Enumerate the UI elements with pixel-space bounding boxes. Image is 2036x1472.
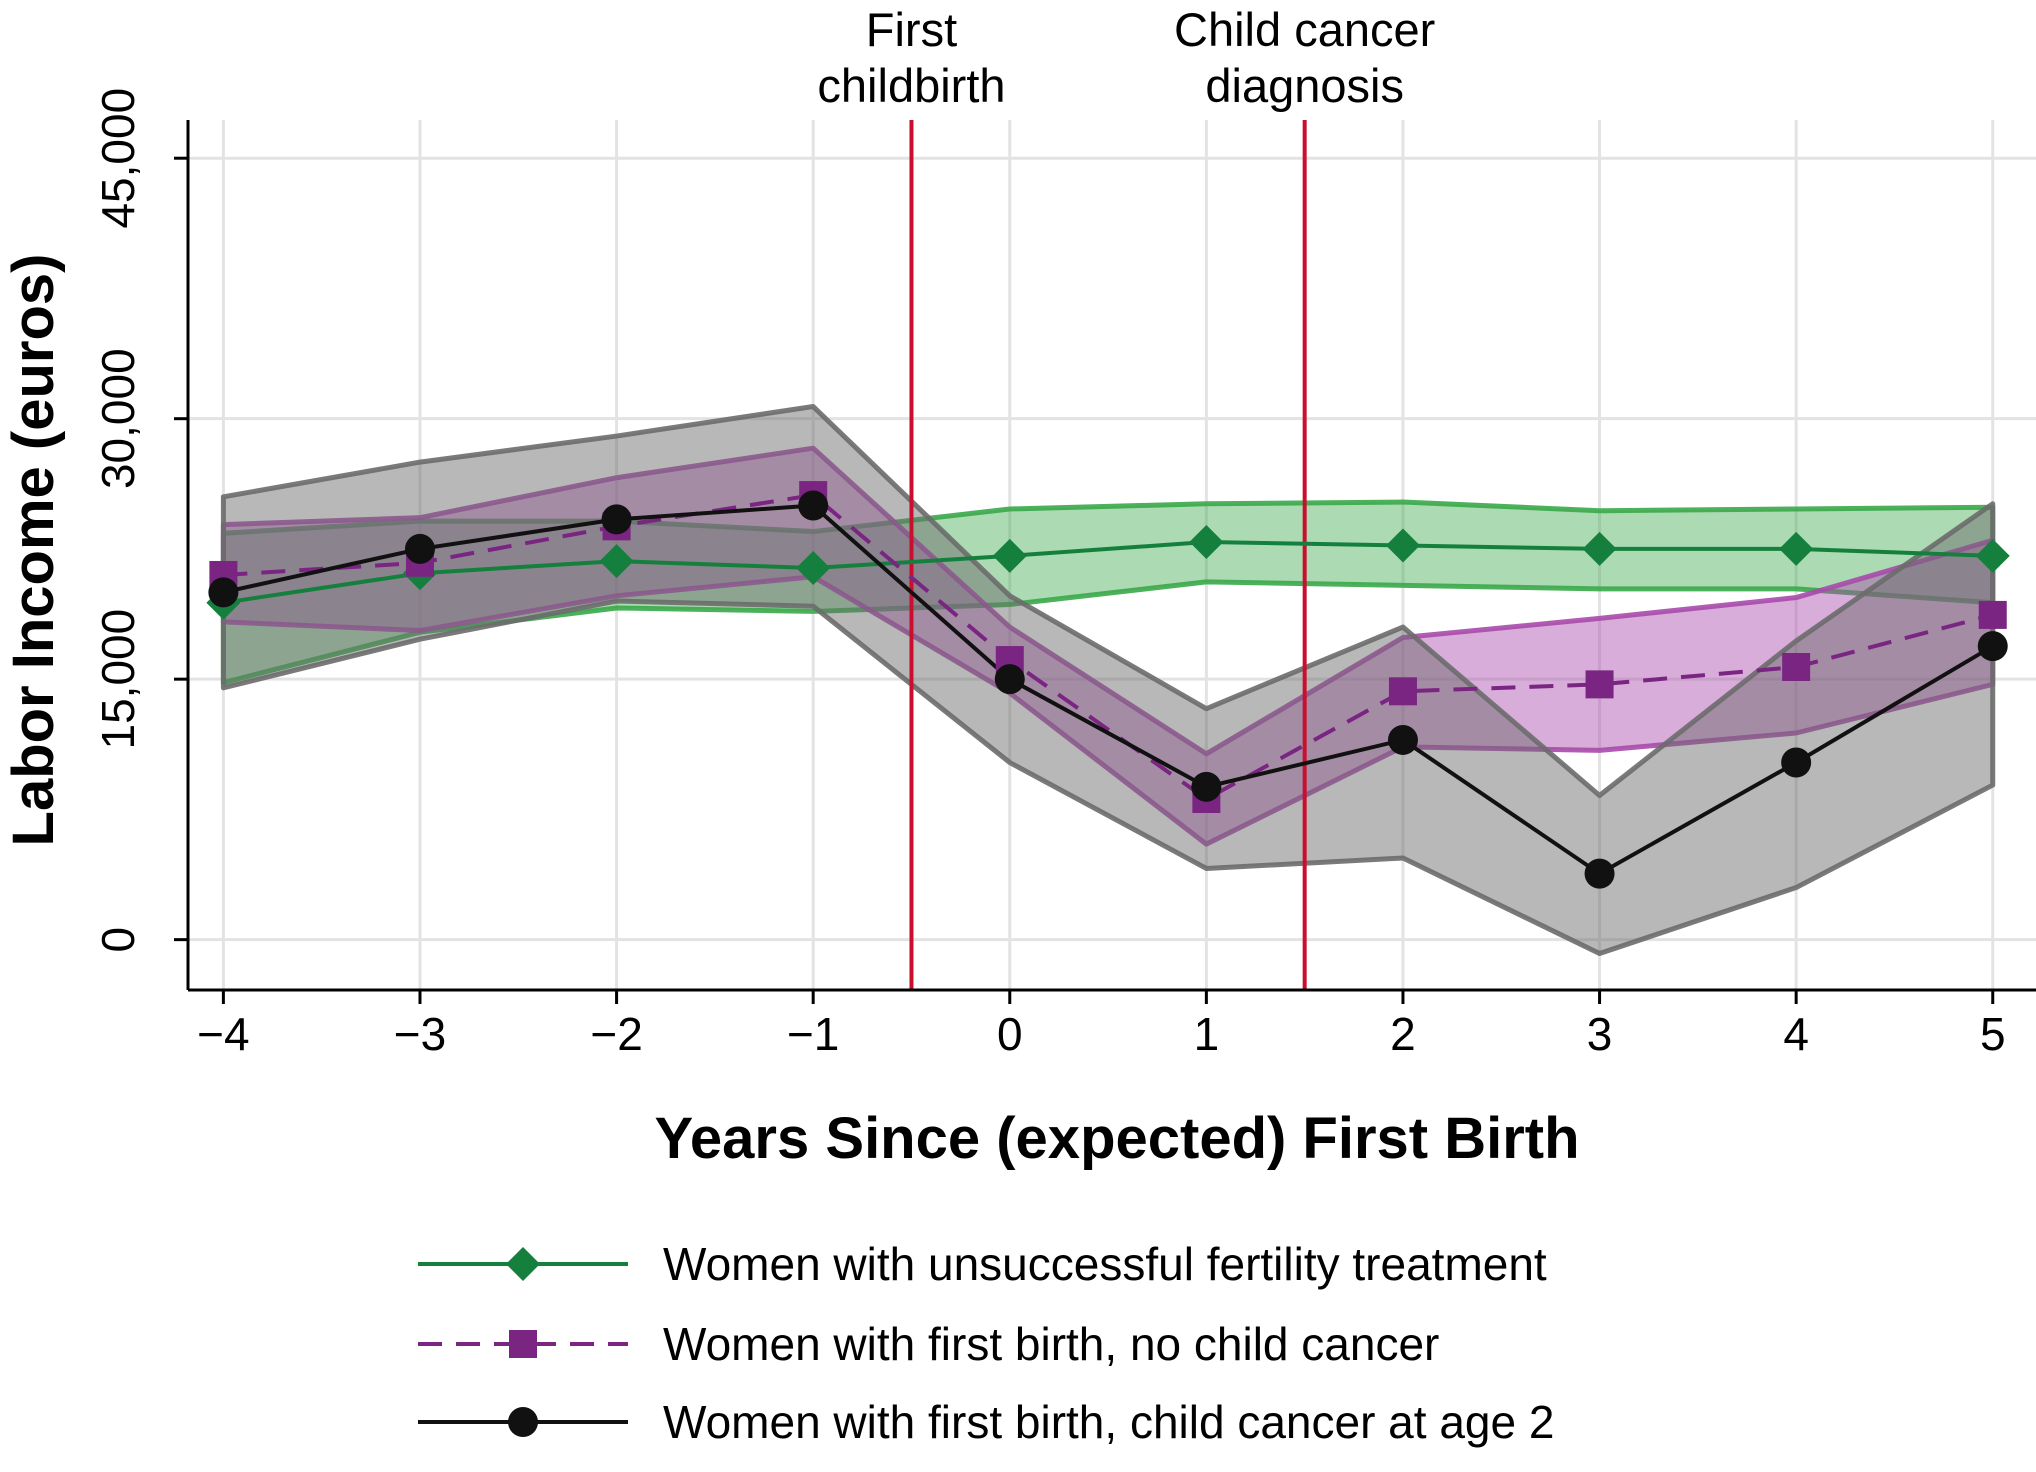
y-axis-ticks: 0 15,000 30,000 45,000 xyxy=(92,88,188,953)
series-2-point xyxy=(1781,747,1812,778)
event-label-0-line-0: First xyxy=(866,3,957,56)
series-2-point xyxy=(601,504,632,535)
series-0-point xyxy=(1189,524,1224,559)
series-0-point xyxy=(1975,538,2010,573)
series-line-1 xyxy=(223,493,1994,801)
series-0-point xyxy=(1582,531,1617,566)
event-label-1-line-1: diagnosis xyxy=(1205,59,1404,112)
x-tick-label: 0 xyxy=(997,1008,1023,1060)
series-2-point xyxy=(208,577,239,608)
legend-label-1: Women with first birth, no child cancer xyxy=(663,1318,1439,1370)
legend-label-0: Women with unsuccessful fertility treatm… xyxy=(663,1238,1547,1290)
legend-marker-1 xyxy=(509,1330,537,1358)
confidence-band-series-2 xyxy=(220,404,1996,957)
x-tick-label: −1 xyxy=(787,1008,839,1060)
x-tick-label: −3 xyxy=(394,1008,446,1060)
legend-label-2: Women with first birth, child cancer at … xyxy=(663,1396,1554,1448)
series-0-point xyxy=(992,538,1027,573)
series-markers xyxy=(206,481,2010,889)
y-axis-title: Labor Income (euros) xyxy=(1,254,66,847)
x-tick-label: −2 xyxy=(590,1008,642,1060)
series-lines xyxy=(222,493,1994,876)
legend-marker-0 xyxy=(506,1247,540,1281)
x-axis-ticks: −4 −3 −2 −1 0 1 2 3 4 5 xyxy=(197,990,2006,1060)
series-1-point xyxy=(1782,653,1811,682)
y-tick-label: 0 xyxy=(92,927,144,953)
y-tick-label: 30,000 xyxy=(92,348,144,489)
series-0-point xyxy=(1385,528,1420,563)
series-2-point xyxy=(1191,771,1222,802)
legend: Women with unsuccessful fertility treatm… xyxy=(418,1238,1554,1448)
series-1-point xyxy=(1585,670,1614,699)
event-label-1-line-0: Child cancer xyxy=(1174,3,1435,56)
y-tick-label: 15,000 xyxy=(92,609,144,750)
series-1-point xyxy=(1978,600,2007,629)
series-2-point xyxy=(404,533,435,564)
event-lines xyxy=(909,120,1307,990)
series-1-point xyxy=(1388,677,1417,706)
series-line-2 xyxy=(222,503,1994,876)
series-2-point xyxy=(798,490,829,521)
legend-marker-2 xyxy=(508,1407,538,1437)
x-tick-label: 2 xyxy=(1390,1008,1416,1060)
series-line-0 xyxy=(223,539,1993,605)
event-label-0-line-1: childbirth xyxy=(817,59,1005,112)
x-tick-label: −4 xyxy=(197,1008,249,1060)
x-tick-label: 5 xyxy=(1980,1008,2006,1060)
y-tick-label: 45,000 xyxy=(92,88,144,229)
x-axis-title: Years Since (expected) First Birth xyxy=(654,1106,1579,1171)
series-2-point xyxy=(994,664,1025,695)
series-2-point xyxy=(1977,631,2008,662)
series-2-point xyxy=(1387,724,1418,755)
axes xyxy=(186,120,2036,992)
x-tick-label: 3 xyxy=(1587,1008,1613,1060)
series-0-point xyxy=(796,551,831,586)
x-tick-label: 4 xyxy=(1783,1008,1809,1060)
x-tick-label: 1 xyxy=(1194,1008,1220,1060)
series-0-point xyxy=(599,544,634,579)
series-2-point xyxy=(1584,858,1615,889)
series-0-point xyxy=(1779,531,1814,566)
